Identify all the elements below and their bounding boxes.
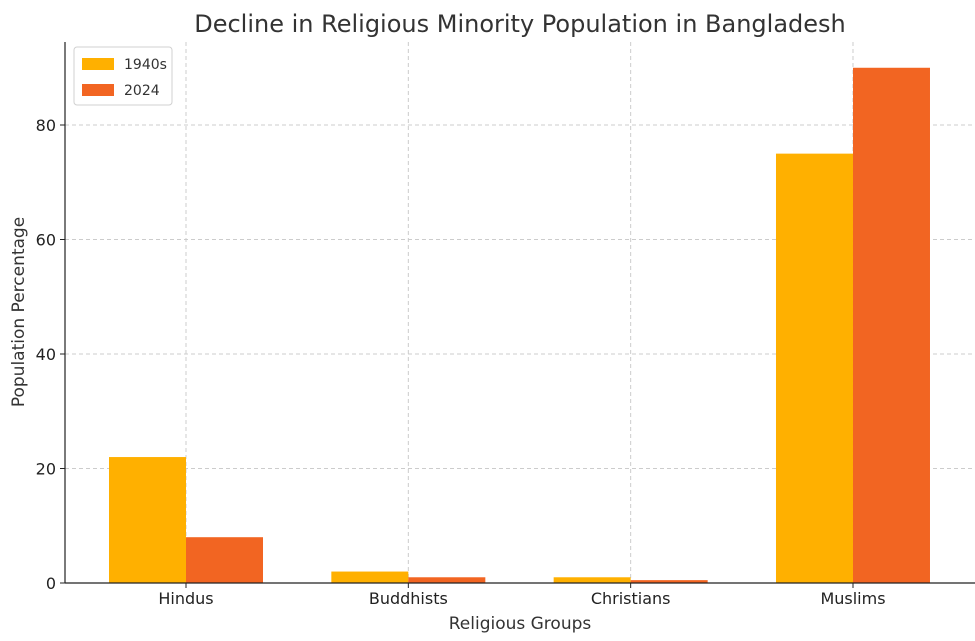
bar-1940s-buddhists xyxy=(331,571,409,583)
bar-2024-christians xyxy=(630,580,708,583)
bar-2024-hindus xyxy=(186,537,263,583)
y-ticks: 0 20 40 60 80 xyxy=(36,116,65,593)
legend-label-1940s: 1940s xyxy=(124,57,167,73)
x-ticks: Hindus Buddhists Christians Muslims xyxy=(158,583,886,608)
y-tick-label: 20 xyxy=(36,460,56,479)
axes xyxy=(64,42,975,584)
x-tick-label: Hindus xyxy=(158,589,213,608)
bar-1940s-muslims xyxy=(775,153,853,583)
bar-1940s-hindus xyxy=(109,457,186,583)
y-tick-label: 0 xyxy=(46,574,56,593)
legend-label-2024: 2024 xyxy=(124,83,160,99)
y-tick-label: 40 xyxy=(36,345,56,364)
x-tick-label: Buddhists xyxy=(369,589,448,608)
legend: 1940s 2024 xyxy=(73,46,173,106)
bar-2024-buddhists xyxy=(408,577,486,583)
x-tick-label: Christians xyxy=(591,589,671,608)
chart-title: Decline in Religious Minority Population… xyxy=(194,10,846,38)
y-tick-label: 60 xyxy=(36,231,56,250)
bars xyxy=(109,67,930,583)
legend-swatch-2024 xyxy=(82,84,114,96)
x-tick-label: Muslims xyxy=(820,589,885,608)
legend-swatch-1940s xyxy=(82,58,114,70)
y-tick-label: 80 xyxy=(36,116,56,135)
x-axis-label: Religious Groups xyxy=(449,614,592,634)
y-axis-label: Population Percentage xyxy=(9,217,29,407)
bar-1940s-christians xyxy=(553,577,631,583)
bar-2024-muslims xyxy=(852,67,930,583)
